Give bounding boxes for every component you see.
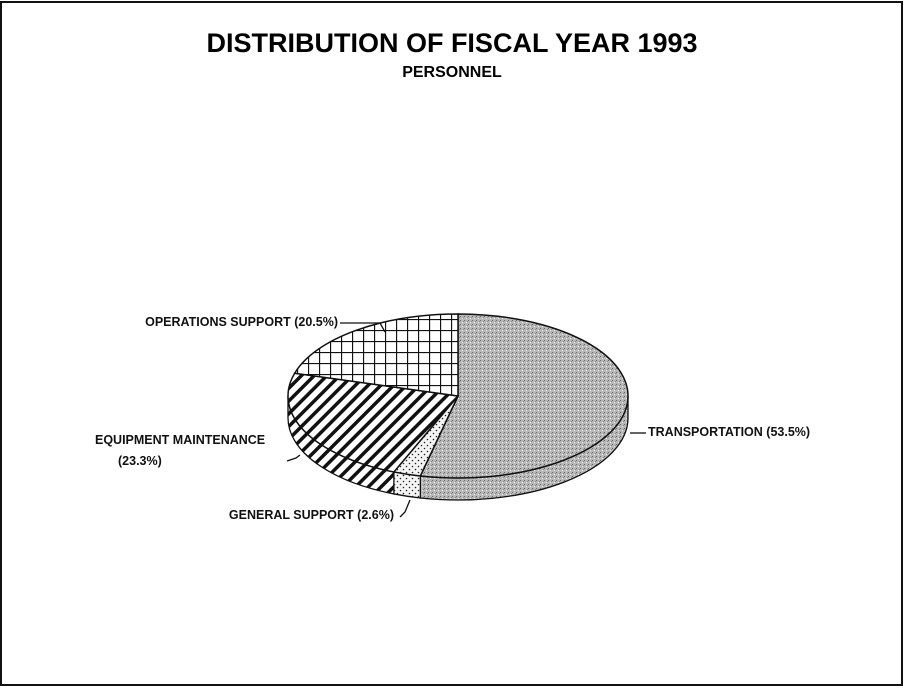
leader-line — [340, 322, 386, 333]
slice — [287, 372, 460, 473]
leader-line — [286, 454, 301, 462]
leader-line — [399, 499, 411, 518]
slice-label: EQUIPMENT MAINTENANCE (23.3%) — [95, 430, 290, 472]
value-label: (23.3%) — [118, 454, 162, 468]
category-label: OPERATIONS SUPPORT — [145, 315, 291, 329]
value-label: (53.5%) — [766, 425, 811, 439]
leaders — [286, 322, 646, 518]
slice-label: TRANSPORTATION (53.5%) — [648, 422, 810, 443]
pie — [287, 313, 629, 501]
slice — [293, 313, 459, 397]
category-label: TRANSPORTATION — [648, 425, 763, 439]
category-label: GENERAL SUPPORT — [228, 508, 354, 522]
category-label: EQUIPMENT MAINTENANCE — [95, 433, 266, 447]
chart-title: DISTRIBUTION OF FISCAL YEAR 1993 — [206, 28, 697, 58]
chart-subtitle: PERSONNEL — [402, 64, 502, 81]
value-label: (2.6%) — [357, 508, 394, 522]
slice-label: GENERAL SUPPORT (2.6%) — [229, 505, 394, 526]
value-label: (20.5%) — [294, 315, 338, 329]
slice — [419, 313, 629, 479]
slice-label: OPERATIONS SUPPORT (20.5%) — [145, 312, 338, 333]
